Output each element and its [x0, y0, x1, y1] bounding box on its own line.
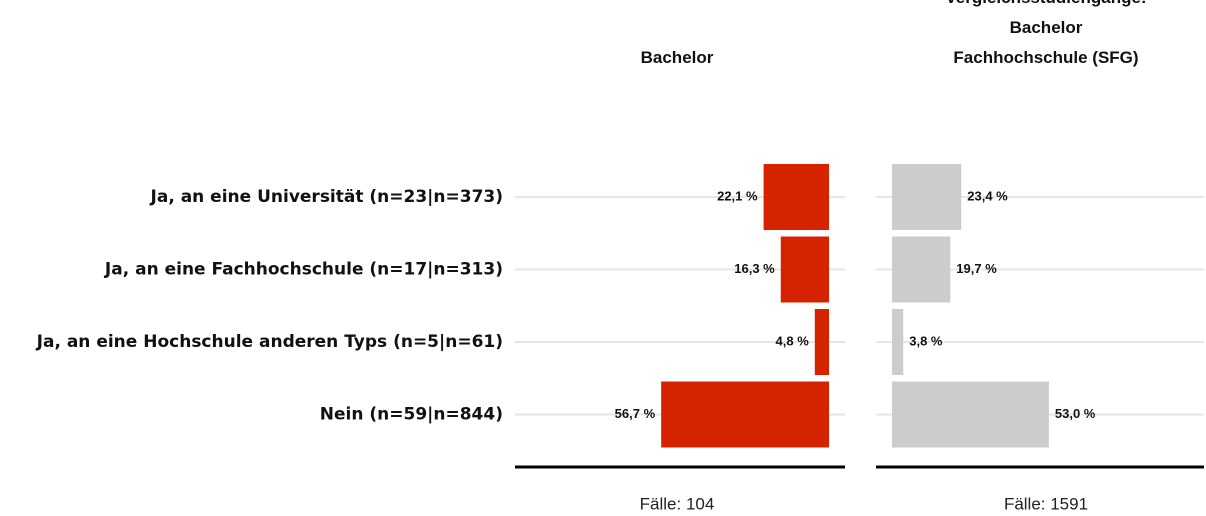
value-label: 53,0 % — [1055, 406, 1096, 421]
value-label: 23,4 % — [967, 188, 1008, 203]
bar — [661, 381, 829, 448]
category-label: Ja, an eine Hochschule anderen Typs (n=5… — [36, 332, 503, 352]
value-label: 22,1 % — [717, 188, 758, 203]
bar — [892, 381, 1049, 448]
bar — [892, 309, 904, 375]
bar — [814, 309, 829, 375]
value-label: 19,7 % — [956, 261, 997, 276]
category-label: Ja, an eine Fachhochschule (n=17|n=313) — [104, 260, 503, 280]
bar — [892, 164, 962, 230]
value-label: 4,8 % — [776, 333, 810, 348]
case-count: Fälle: 104 — [640, 494, 715, 513]
panel-title: Vergleichsstudiengänge: Bachelor Fachhoc… — [945, 0, 1146, 67]
category-label: Nein (n=59|n=844) — [320, 405, 503, 425]
bar — [892, 236, 951, 303]
value-label: 3,8 % — [909, 333, 943, 348]
value-label: 16,3 % — [734, 261, 775, 276]
bar — [780, 236, 829, 303]
value-label: 56,7 % — [615, 406, 656, 421]
category-label: Ja, an eine Universität (n=23|n=373) — [150, 187, 503, 207]
panel-title: Bachelor — [640, 48, 714, 67]
case-count: Fälle: 1591 — [1004, 494, 1088, 513]
bar — [763, 164, 829, 230]
